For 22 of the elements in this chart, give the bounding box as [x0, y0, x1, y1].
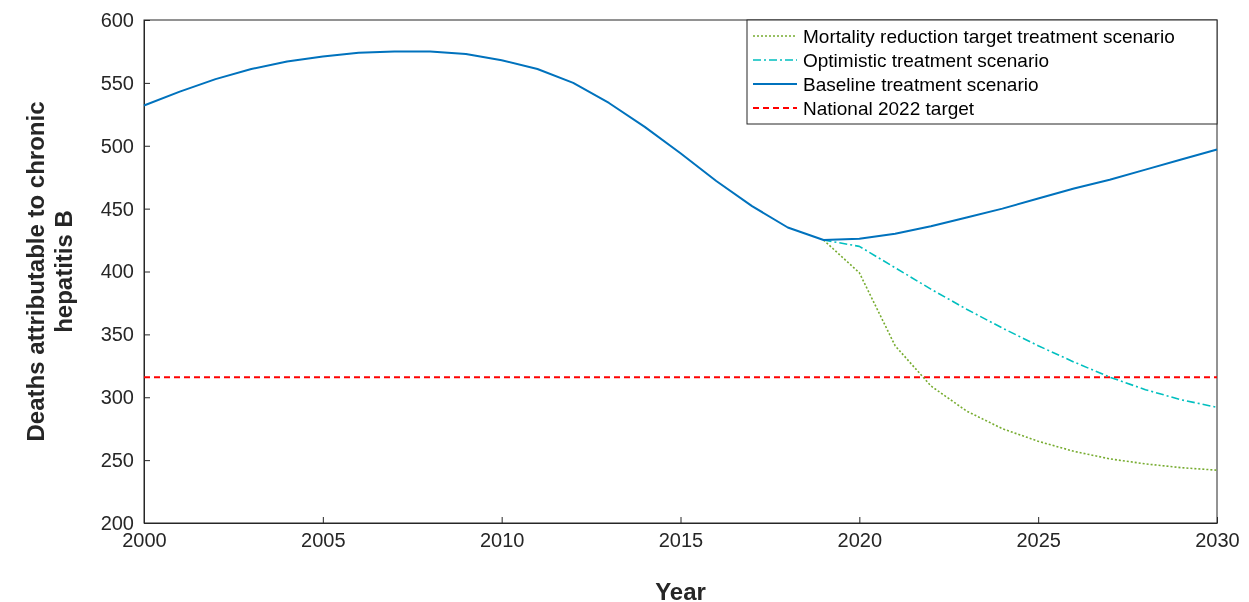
line-series	[143, 50, 1218, 242]
y-tick-label: 550	[100, 71, 134, 94]
legend-label: National 2022 target	[803, 98, 975, 119]
y-tick-label: 350	[100, 323, 134, 346]
x-tick-label: 2030	[1195, 529, 1240, 552]
line-series	[822, 239, 1218, 471]
y-tick-label: 500	[100, 134, 134, 157]
y-tick-label: 300	[100, 386, 134, 409]
x-axis-title: Year	[655, 578, 706, 602]
y-tick-label: 600	[100, 8, 134, 31]
y-axis-title: Deaths attributable to chronic hepatitis B	[22, 101, 77, 442]
x-tick-label: 2010	[479, 529, 525, 552]
legend-label: Mortality reduction target treatment scenario	[803, 26, 1175, 47]
x-tick-label: 2005	[301, 529, 346, 552]
y-tick-label: 250	[100, 449, 134, 472]
x-tick-label: 2020	[837, 529, 883, 552]
x-tick-label: 2025	[1016, 529, 1061, 552]
legend-label: Optimistic treatment scenario	[803, 50, 1050, 71]
y-tick-label: 450	[100, 197, 134, 220]
x-tick-label: 2015	[658, 529, 704, 552]
legend-label: Baseline treatment scenario	[803, 74, 1039, 95]
y-tick-label: 400	[100, 260, 134, 283]
